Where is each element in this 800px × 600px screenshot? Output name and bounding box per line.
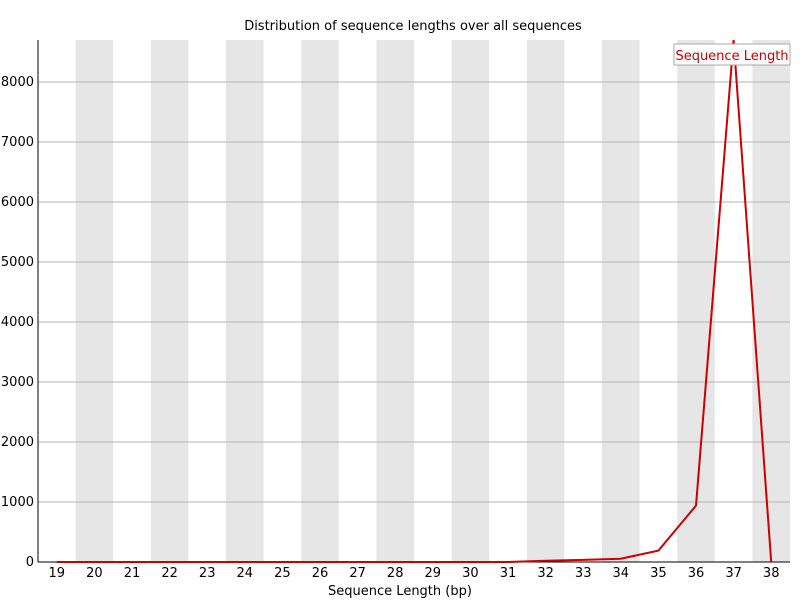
series-line-0 xyxy=(56,39,773,563)
y-tick-2000: 2000 xyxy=(1,435,34,450)
x-tick-21: 21 xyxy=(124,566,141,581)
chart-title: Distribution of sequence lengths over al… xyxy=(244,19,582,34)
band-26 xyxy=(301,40,339,562)
y-tick-3000: 3000 xyxy=(1,375,34,390)
x-tick-20: 20 xyxy=(86,566,103,581)
x-tick-26: 26 xyxy=(312,566,329,581)
y-tick-6000: 6000 xyxy=(1,195,34,210)
x-tick-33: 33 xyxy=(575,566,592,581)
x-tick-24: 24 xyxy=(237,566,254,581)
band-38 xyxy=(752,40,790,562)
y-tick-8000: 8000 xyxy=(1,75,34,90)
x-tick-38: 38 xyxy=(763,566,780,581)
band-36 xyxy=(677,40,715,562)
x-tick-36: 36 xyxy=(688,566,705,581)
band-34 xyxy=(602,40,640,562)
series-lines xyxy=(56,39,773,563)
y-tick-4000: 4000 xyxy=(1,315,34,330)
band-22 xyxy=(150,40,189,562)
x-tick-19: 19 xyxy=(49,566,66,581)
x-tick-labels: 19 20 21 22 23 24 25 26 27 28 29 30 31 32 33 34 35 36 37 38 xyxy=(49,566,780,581)
x-tick-31: 31 xyxy=(500,566,517,581)
x-tick-22: 22 xyxy=(161,566,178,581)
band-32 xyxy=(526,40,565,562)
y-tick-0: 0 xyxy=(26,555,34,570)
legend: Sequence Length xyxy=(673,43,791,66)
x-tick-23: 23 xyxy=(199,566,216,581)
band-28 xyxy=(376,40,414,562)
x-tick-34: 34 xyxy=(613,566,630,581)
band-20 xyxy=(75,40,114,562)
x-tick-29: 29 xyxy=(425,566,442,581)
x-tick-35: 35 xyxy=(650,566,667,581)
y-tick-7000: 7000 xyxy=(1,135,34,150)
band-24 xyxy=(226,40,264,562)
x-tick-28: 28 xyxy=(387,566,404,581)
legend-box xyxy=(673,43,791,66)
legend-entry-sequence-length: Sequence Length xyxy=(675,49,788,64)
y-tick-5000: 5000 xyxy=(1,255,34,270)
x-tick-27: 27 xyxy=(349,566,366,581)
band-30 xyxy=(451,40,490,562)
y-tick-labels: 0 1000 2000 3000 4000 5000 6000 7000 8000 xyxy=(1,75,34,570)
alternating-bands xyxy=(75,40,790,562)
x-tick-30: 30 xyxy=(462,566,479,581)
y-tick-1000: 1000 xyxy=(1,495,34,510)
x-tick-25: 25 xyxy=(274,566,291,581)
x-tick-37: 37 xyxy=(725,566,742,581)
gridlines xyxy=(38,81,790,503)
x-tick-32: 32 xyxy=(537,566,554,581)
x-axis-title: Sequence Length (bp) xyxy=(328,584,472,599)
